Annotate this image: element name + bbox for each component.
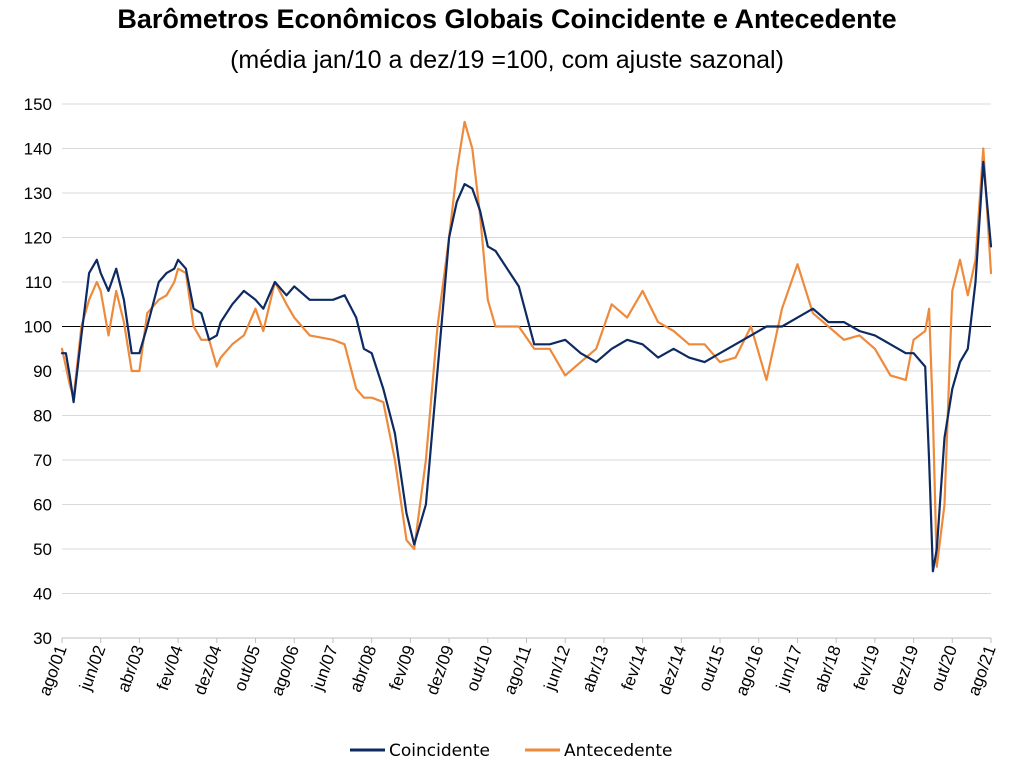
x-tick-label: out/10 — [463, 643, 497, 694]
gridlines — [62, 103, 991, 594]
y-tick-label: 70 — [33, 451, 52, 470]
x-tick-label: out/15 — [695, 643, 729, 694]
x-tick-label: dez/09 — [423, 643, 458, 697]
legend-label-coincidente: Coincidente — [389, 741, 490, 761]
x-axis-ticks: ago/01 jun/02 abr/03 fev/04 dez/04 out/05 ago/… — [35, 638, 1000, 698]
x-tick-label: abr/13 — [578, 643, 612, 695]
series-line-antecedente — [60, 120, 993, 568]
x-tick-label: jun/07 — [308, 643, 342, 694]
x-tick-label: abr/03 — [114, 643, 148, 695]
y-axis-ticks: 30 40 50 60 70 80 90 100 110 120 130 140 150 — [24, 95, 52, 648]
x-tick-label: fev/09 — [385, 643, 419, 693]
legend-label-antecedente: Antecedente — [564, 741, 672, 761]
x-tick-label: ago/16 — [732, 643, 768, 698]
x-tick-label: fev/19 — [850, 643, 884, 693]
y-tick-label: 50 — [33, 540, 52, 559]
x-tick-label: ago/06 — [267, 643, 303, 698]
x-tick-label: out/05 — [230, 643, 264, 694]
x-tick-label: jun/02 — [75, 643, 109, 694]
y-tick-label: 30 — [33, 629, 52, 648]
y-tick-label: 100 — [24, 318, 52, 337]
y-tick-label: 140 — [24, 140, 52, 159]
y-tick-label: 130 — [24, 184, 52, 203]
y-tick-label: 120 — [24, 229, 52, 248]
x-tick-label: ago/21 — [964, 643, 1000, 698]
y-tick-label: 40 — [33, 585, 52, 604]
x-tick-label: ago/11 — [500, 643, 535, 697]
x-tick-label: fev/14 — [618, 643, 652, 693]
x-tick-label: abr/08 — [346, 643, 380, 695]
y-tick-label: 80 — [33, 407, 52, 426]
y-tick-label: 90 — [33, 362, 52, 381]
legend: Coincidente Antecedente — [350, 741, 672, 761]
chart-title: Barômetros Econômicos Globais Coincident… — [117, 4, 897, 34]
chart-subtitle: (média jan/10 a dez/19 =100, com ajuste … — [230, 46, 784, 74]
x-tick-label: dez/19 — [887, 643, 922, 697]
x-tick-label: jun/12 — [540, 643, 574, 694]
y-tick-label: 60 — [33, 496, 52, 515]
series-line-coincidente — [60, 160, 993, 573]
x-tick-label: jun/17 — [772, 643, 806, 694]
x-tick-label: ago/01 — [35, 643, 71, 698]
y-tick-label: 150 — [24, 95, 52, 114]
x-tick-label: fev/04 — [153, 643, 187, 693]
x-tick-label: abr/18 — [811, 643, 845, 695]
x-tick-label: dez/04 — [190, 643, 225, 697]
series-lines — [60, 120, 993, 573]
y-tick-label: 110 — [25, 273, 52, 292]
x-tick-label: out/20 — [927, 643, 961, 694]
x-tick-label: dez/14 — [655, 643, 690, 697]
